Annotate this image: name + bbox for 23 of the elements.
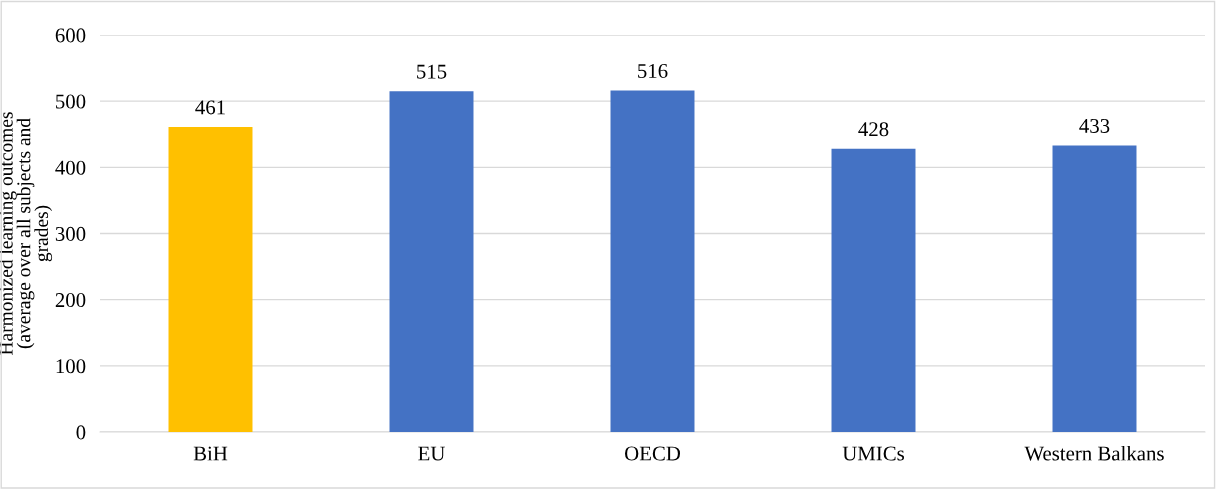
x-tick-label: BiH — [193, 446, 228, 461]
bar — [389, 91, 474, 432]
bar — [610, 90, 695, 432]
data-label: 516 — [638, 64, 668, 79]
bar — [1052, 145, 1137, 432]
y-axis-title: Harmonized learning outcomes (average over all subjects and grades) — [0, 112, 53, 355]
x-tick-label: OECD — [625, 446, 681, 461]
x-tick-label: UMICs — [842, 446, 904, 461]
data-label: 433 — [1079, 118, 1110, 133]
bar — [831, 148, 916, 432]
data-label: 515 — [417, 64, 447, 79]
x-tick-label: EU — [418, 446, 445, 461]
y-tick-label: 400 — [55, 160, 86, 175]
y-tick-label: 500 — [56, 94, 86, 109]
y-tick-label: 600 — [55, 28, 86, 43]
data-label: 461 — [195, 100, 225, 115]
y-tick-label: 100 — [56, 359, 86, 374]
y-tick-label: 0 — [76, 425, 86, 440]
y-tick-label: 300 — [55, 226, 86, 241]
data-label: 428 — [858, 122, 889, 137]
x-tick-label: Western Balkans — [1024, 445, 1164, 461]
bar — [168, 126, 253, 432]
y-tick-label: 200 — [55, 293, 86, 308]
